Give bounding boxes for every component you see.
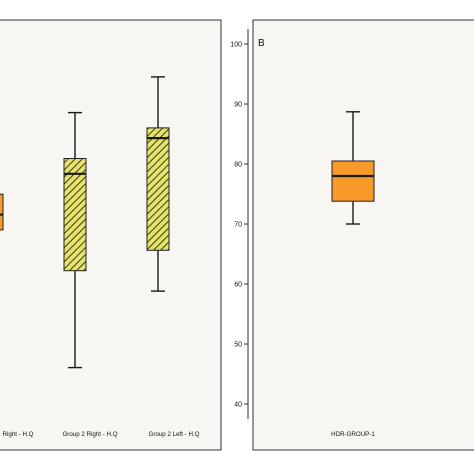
panel-b: B 40 50 60 70 80 90 100 HDR-GROUP-1 — [230, 19, 474, 451]
panel-b-y-tick-label: 40 — [234, 402, 242, 409]
box-a0-iqr — [0, 193, 4, 231]
box-a2-iqr — [146, 127, 170, 251]
panel-b-y-tick-label: 100 — [230, 42, 242, 49]
panel-b-y-tick-label: 90 — [234, 102, 242, 109]
panel-b-y-tick-label: 50 — [234, 342, 242, 349]
panel-b-y-axis: 40 50 60 70 80 90 100 — [230, 29, 249, 419]
panel-a-marks — [0, 76, 170, 369]
panel-a: Right - H.Q Group 2 Right - H.Q Group 2 Le… — [0, 19, 222, 451]
panel-b-y-tick-label: 70 — [234, 222, 242, 229]
box-b0-iqr — [331, 160, 375, 202]
panel-a-frame — [0, 19, 222, 451]
panel-b-marks — [331, 111, 375, 225]
panel-b-y-tick-label: 60 — [234, 282, 242, 289]
panel-b-x-tick-label: HDR-GROUP-1 — [331, 431, 375, 438]
box-a1-iqr — [63, 158, 87, 272]
panel-b-frame — [252, 19, 474, 451]
panel-a-x-tick-label: Group 2 Right - H.Q — [62, 431, 117, 438]
panel-a-x-tick-label: Group 2 Left - H.Q — [149, 431, 200, 438]
panel-b-x-tick-labels: HDR-GROUP-1 — [331, 431, 375, 438]
panel-b-y-tick-label: 80 — [234, 162, 242, 169]
panel-a-x-tick-labels: Right - H.Q Group 2 Right - H.Q Group 2 Le… — [3, 431, 200, 438]
panel-b-label: B — [258, 38, 265, 49]
panel-a-x-tick-label: Right - H.Q — [3, 431, 34, 438]
